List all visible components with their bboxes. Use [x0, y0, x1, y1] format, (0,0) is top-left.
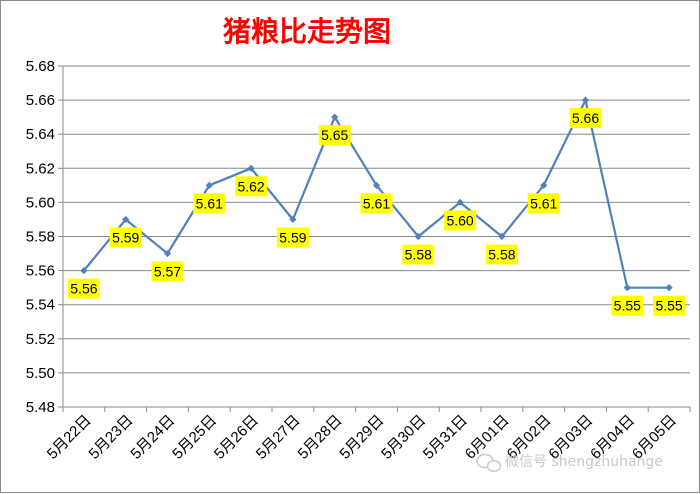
- data-label-text: 5.57: [154, 264, 181, 280]
- y-tick-label: 5.54: [26, 297, 55, 314]
- y-tick-label: 5.48: [26, 399, 55, 416]
- data-label-bg: [276, 227, 309, 248]
- data-label-text: 5.61: [363, 195, 390, 211]
- data-label: 5.65: [318, 125, 351, 146]
- data-label-bg: [653, 295, 686, 316]
- x-tick-label: 5月23日: [86, 412, 137, 463]
- data-point: [122, 215, 130, 224]
- data-point: [331, 113, 339, 121]
- y-tick-label: 5.62: [26, 160, 55, 177]
- data-label-text: 5.62: [237, 178, 264, 194]
- data-labels: 5.56 5.59 5.57 5.61 5.62 5.59 5.65 5.61 5.58 5.60…: [67, 108, 686, 316]
- y-tick-label: 5.68: [26, 58, 55, 75]
- watermark-text: 微信号 shengzhuhange: [505, 454, 663, 470]
- data-point: [581, 96, 590, 104]
- data-label-text: 5.65: [321, 127, 348, 143]
- data-point: [163, 249, 172, 258]
- x-tick-label: 5月31日: [420, 412, 471, 463]
- data-label: 5.58: [485, 244, 518, 265]
- axes: [58, 65, 691, 412]
- y-tick-label: 5.58: [26, 229, 55, 246]
- wechat-icon: [476, 453, 502, 472]
- data-point: [665, 284, 673, 292]
- data-point: [456, 198, 464, 206]
- data-label: 5.60: [444, 210, 477, 231]
- data-label-text: 5.55: [614, 298, 641, 314]
- data-label-bg: [109, 227, 142, 248]
- data-label: 5.61: [527, 193, 560, 214]
- data-label: 5.62: [235, 176, 268, 197]
- y-tick-label: 5.52: [26, 331, 55, 348]
- data-label-bg: [527, 193, 560, 214]
- x-tick-label: 5月30日: [378, 412, 429, 463]
- x-tick-label: 5月24日: [127, 412, 178, 463]
- data-label-bg: [151, 261, 184, 282]
- x-tick-label: 5月25日: [169, 412, 220, 463]
- data-label-bg: [444, 210, 477, 231]
- data-label: 5.57: [151, 261, 184, 282]
- data-point: [623, 284, 631, 292]
- data-label-text: 5.55: [655, 298, 682, 314]
- chart-title: 猪粮比走势图: [223, 15, 391, 48]
- data-point: [498, 232, 506, 241]
- data-label: 5.59: [276, 227, 309, 248]
- data-label: 5.59: [109, 227, 142, 248]
- data-label-text: 5.61: [530, 195, 557, 211]
- data-label-bg: [402, 244, 435, 265]
- x-tick-label: 5月22日: [44, 412, 95, 463]
- data-label-text: 5.60: [446, 212, 473, 228]
- y-tick-label: 5.60: [26, 194, 55, 211]
- data-point: [247, 164, 255, 172]
- x-tick-label: 5月28日: [295, 412, 346, 463]
- data-label: 5.61: [193, 193, 226, 214]
- data-label: 5.58: [402, 244, 435, 265]
- x-tick-label: 5月29日: [336, 412, 387, 463]
- data-point: [414, 232, 422, 241]
- data-label-bg: [611, 295, 644, 316]
- data-label-text: 5.59: [279, 229, 306, 245]
- data-point: [372, 181, 381, 189]
- series-line: [80, 96, 673, 292]
- data-label: 5.55: [653, 295, 686, 316]
- data-label-bg: [318, 125, 351, 146]
- y-tick-label: 5.56: [26, 263, 55, 280]
- data-label: 5.66: [569, 108, 602, 129]
- x-tick-label: 5月26日: [211, 412, 262, 463]
- y-tick-label: 5.66: [26, 92, 55, 109]
- data-label: 5.61: [360, 193, 393, 214]
- data-label-text: 5.58: [405, 247, 432, 263]
- x-tick-label: 5月27日: [253, 412, 304, 463]
- data-label-bg: [360, 193, 393, 214]
- data-label-bg: [569, 108, 602, 129]
- watermark: 微信号 shengzhuhange: [476, 453, 663, 472]
- data-label: 5.56: [67, 278, 100, 299]
- data-label-bg: [193, 193, 226, 214]
- y-axis-ticks: 5.48 5.50 5.52 5.54 5.56 5.58 5.60 5.62 5.64 5.66…: [26, 58, 55, 416]
- data-point: [80, 267, 88, 275]
- data-label-text: 5.56: [70, 281, 97, 297]
- y-tick-label: 5.64: [26, 126, 55, 143]
- data-label-text: 5.61: [196, 195, 223, 211]
- data-label-bg: [235, 176, 268, 197]
- data-label-bg: [485, 244, 518, 265]
- data-point: [205, 181, 213, 189]
- data-label-text: 5.66: [572, 110, 599, 126]
- data-label: 5.55: [611, 295, 644, 316]
- data-point: [289, 215, 297, 224]
- data-label-text: 5.58: [488, 247, 515, 263]
- y-tick-label: 5.50: [26, 365, 55, 382]
- data-label-bg: [67, 278, 100, 299]
- data-label-text: 5.59: [112, 229, 139, 245]
- data-point: [540, 181, 548, 189]
